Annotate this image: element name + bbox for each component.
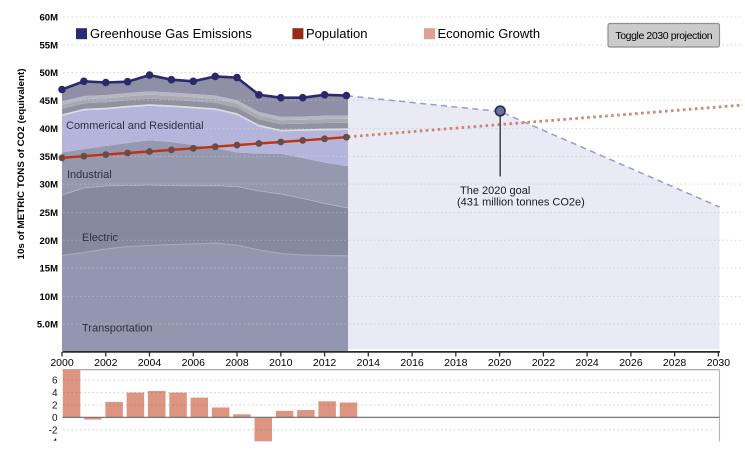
svg-text:5.0M: 5.0M — [37, 320, 58, 331]
svg-text:2000: 2000 — [50, 357, 74, 369]
svg-text:55M: 55M — [40, 40, 59, 51]
svg-text:-2: -2 — [49, 425, 58, 436]
svg-text:2020: 2020 — [488, 357, 512, 369]
svg-text:2010: 2010 — [269, 357, 293, 369]
svg-text:10s of METRIC TONS of CO2 (equ: 10s of METRIC TONS of CO2 (equivalent) — [16, 69, 27, 260]
svg-text:10M: 10M — [40, 292, 59, 303]
svg-text:2024: 2024 — [575, 357, 599, 369]
svg-text:2004: 2004 — [138, 357, 162, 369]
svg-text:Industrial: Industrial — [67, 169, 112, 181]
svg-text:6: 6 — [52, 376, 58, 387]
svg-text:50M: 50M — [40, 68, 59, 79]
svg-text:2: 2 — [52, 401, 58, 412]
svg-text:45M: 45M — [40, 96, 59, 107]
svg-text:Toggle 2030 projection: Toggle 2030 projection — [615, 30, 712, 42]
svg-text:2022: 2022 — [532, 357, 556, 369]
svg-text:2006: 2006 — [182, 357, 206, 369]
svg-text:(431 million tonnes CO2e): (431 million tonnes CO2e) — [457, 197, 585, 209]
svg-text:4: 4 — [52, 388, 58, 399]
svg-text:60M: 60M — [40, 13, 59, 24]
svg-text:Commerical and Residential: Commerical and Residential — [66, 120, 204, 132]
svg-text:2030: 2030 — [707, 357, 731, 369]
svg-text:2028: 2028 — [663, 357, 687, 369]
svg-text:Transportation: Transportation — [82, 323, 153, 335]
svg-text:Electric: Electric — [82, 232, 119, 244]
svg-text:2018: 2018 — [444, 357, 468, 369]
svg-text:Greenhouse Gas Emissions: Greenhouse Gas Emissions — [90, 26, 252, 41]
svg-text:Population: Population — [306, 26, 367, 41]
svg-text:The 2020 goal: The 2020 goal — [460, 185, 530, 197]
svg-text:2014: 2014 — [357, 357, 381, 369]
svg-text:30M: 30M — [40, 180, 59, 191]
svg-text:Economic Growth: Economic Growth — [438, 26, 541, 41]
svg-text:0: 0 — [52, 413, 58, 424]
svg-text:2008: 2008 — [225, 357, 249, 369]
svg-text:20M: 20M — [40, 236, 59, 247]
svg-text:2012: 2012 — [313, 357, 337, 369]
svg-text:25M: 25M — [40, 208, 59, 219]
svg-text:2026: 2026 — [619, 357, 643, 369]
svg-text:2016: 2016 — [400, 357, 424, 369]
svg-text:2002: 2002 — [94, 357, 118, 369]
svg-text:35M: 35M — [40, 152, 59, 163]
svg-text:15M: 15M — [40, 264, 59, 275]
svg-text:40M: 40M — [40, 124, 59, 135]
svg-text:-4: -4 — [49, 438, 58, 449]
